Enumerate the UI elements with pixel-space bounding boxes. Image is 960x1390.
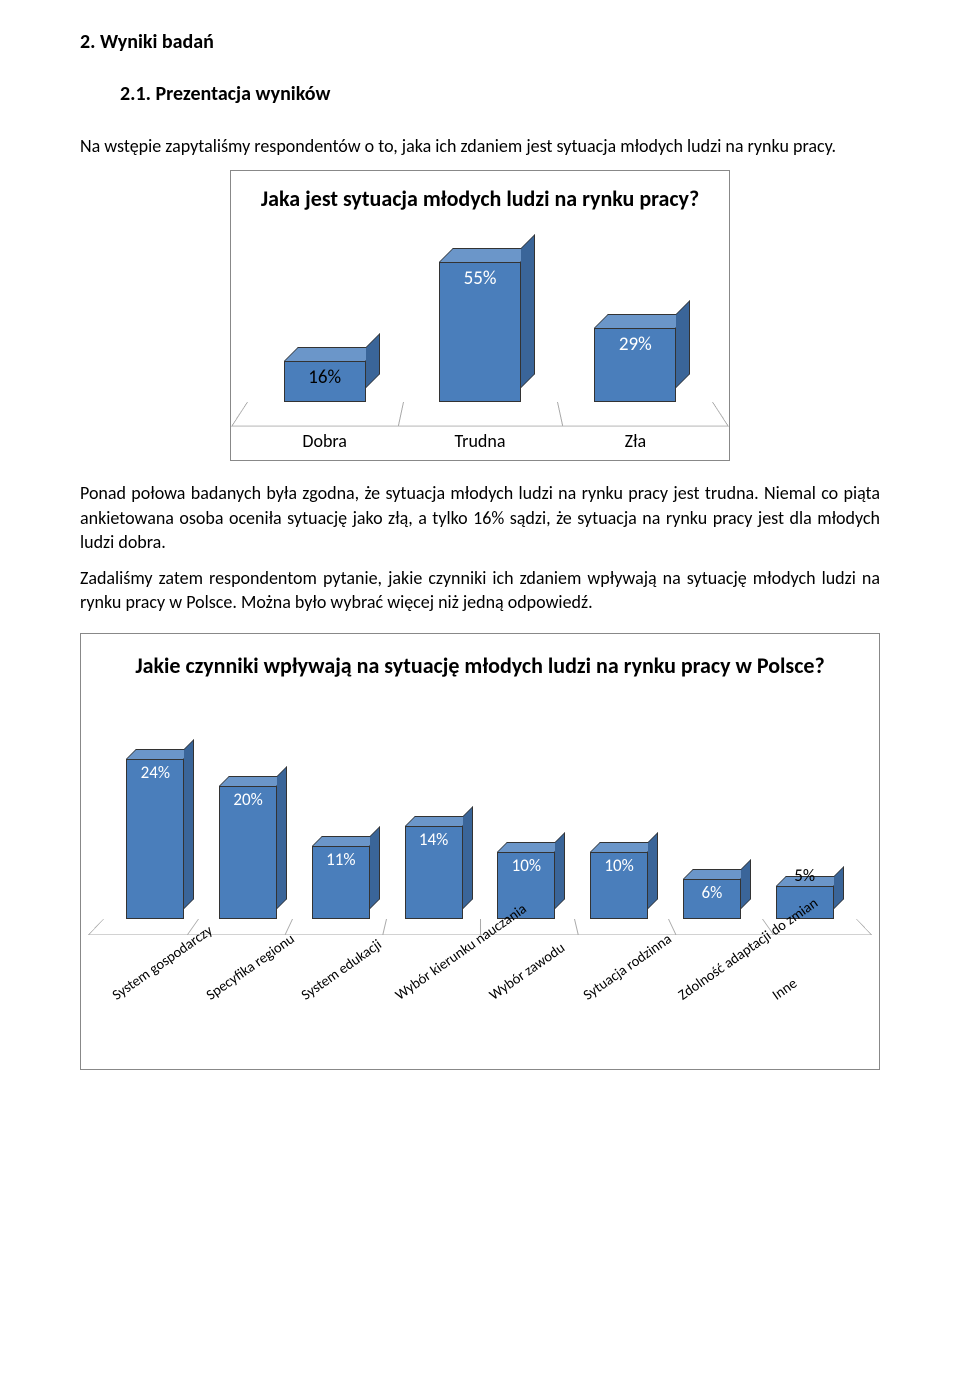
subsection-heading: 2.1. Prezentacja wyników <box>120 82 880 106</box>
chart-bar: 24% <box>109 759 202 919</box>
bar-value-label: 29% <box>595 333 675 356</box>
intro-paragraph: Na wstępie zapytaliśmy respondentów o to… <box>80 134 880 158</box>
x-axis-label: Inne <box>768 935 909 1081</box>
chart-title: Jaka jest sytuacja młodych ludzi na rynk… <box>247 185 713 212</box>
chart-bar: 11% <box>295 846 388 919</box>
chart-bar: 10% <box>573 852 666 919</box>
chart-floor <box>231 402 729 427</box>
chart-x-axis: System gospodarczySpecyfika regionuSyste… <box>103 941 857 1061</box>
section-heading: 2. Wyniki badań <box>80 30 880 54</box>
bar-value-label: 14% <box>406 829 462 850</box>
x-axis-label: Trudna <box>402 430 557 452</box>
chart-bar: 29% <box>558 328 713 402</box>
bar-value-label: 10% <box>498 855 554 876</box>
chart-situation: Jaka jest sytuacja młodych ludzi na rynk… <box>230 170 730 461</box>
bar-value-label: 20% <box>220 789 276 810</box>
bar-value-label: 55% <box>440 267 520 290</box>
x-axis-label: Zła <box>558 430 713 452</box>
bar-value-label: 11% <box>313 849 369 870</box>
chart-bar: 20% <box>202 786 295 919</box>
bar-value-label: 16% <box>285 366 365 389</box>
chart-bars-area: 24% 20% 11% 14% 10% 10% 6% 5% <box>103 749 857 919</box>
chart-title: Jakie czynniki wpływają na sytuację młod… <box>103 652 857 680</box>
chart-factors: Jakie czynniki wpływają na sytuację młod… <box>80 633 880 1071</box>
chart-bars-area: 16% 55% 29% <box>247 252 713 402</box>
analysis-paragraph-2: Zadaliśmy zatem respondentom pytanie, ja… <box>80 566 880 615</box>
chart-bar: 6% <box>666 879 759 919</box>
bar-value-label: 10% <box>591 855 647 876</box>
chart-bar: 14% <box>387 826 480 919</box>
bar-value-label: 24% <box>127 762 183 783</box>
bar-value-label: 6% <box>684 882 740 903</box>
chart-x-axis: DobraTrudnaZła <box>247 430 713 452</box>
analysis-paragraph-1: Ponad połowa badanych była zgodna, że sy… <box>80 481 880 554</box>
x-axis-label: Dobra <box>247 430 402 452</box>
chart-bar: 55% <box>402 262 557 402</box>
chart-bar: 16% <box>247 361 402 402</box>
bar-value-label: 5% <box>777 865 833 886</box>
